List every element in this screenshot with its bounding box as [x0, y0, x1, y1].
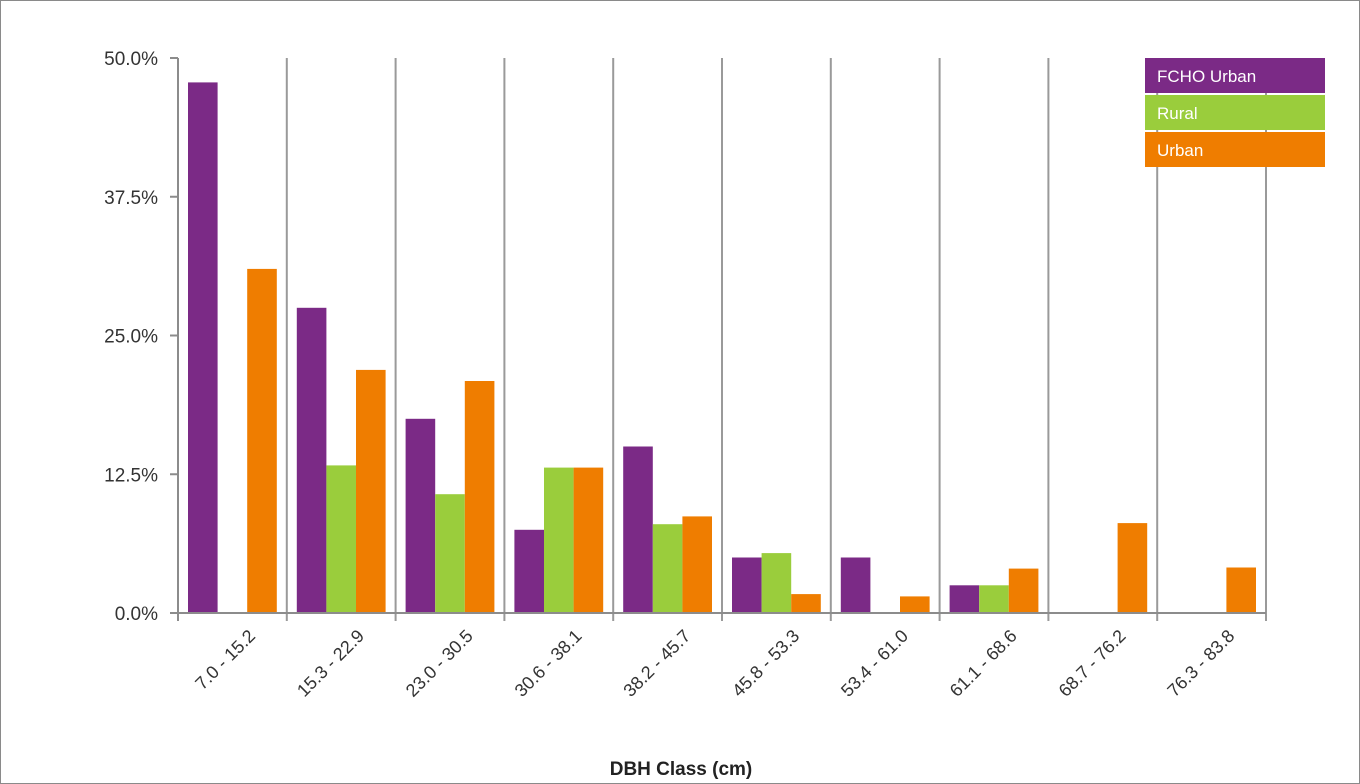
bar-fcho-urban-53-4-61-0	[840, 557, 871, 613]
y-tick-labels: 0.0% 12.5% 25.0% 37.5% 50.0%	[104, 49, 158, 625]
legend-label: Rural	[1157, 104, 1198, 123]
y-tick-label: 0.0%	[115, 604, 158, 625]
bar-fcho-urban-30-6-38-1	[514, 529, 544, 614]
bar-urban-15-3-22-9	[356, 369, 386, 613]
y-tick-label: 37.5%	[104, 188, 158, 209]
x-tick-label: 7.0 - 15.2	[191, 626, 259, 694]
axes	[170, 57, 1266, 621]
y-tick-label: 12.5%	[104, 465, 158, 486]
bar-urban-61-1-68-6	[1008, 568, 1039, 613]
legend-item-rural: Rural	[1145, 95, 1325, 130]
bar-rural-30-6-38-1	[544, 467, 574, 613]
x-tick-label: 38.2 - 45.7	[619, 626, 694, 701]
x-tick-labels: 7.0 - 15.2 15.3 - 22.9 23.0 - 30.5 30.6 - 3…	[191, 626, 1238, 701]
x-tick-label: 61.1 - 68.6	[946, 626, 1021, 701]
y-tick-label: 25.0%	[104, 327, 158, 348]
bar-rural-23-0-30-5	[435, 494, 465, 613]
y-tick-label: 50.0%	[104, 49, 158, 70]
bar-fcho-urban-38-2-45-7	[623, 446, 653, 613]
bar-urban-30-6-38-1	[573, 467, 604, 613]
bar-fcho-urban-45-8-53-3	[732, 557, 762, 613]
legend: FCHO Urban Rural Urban	[1145, 58, 1325, 167]
x-tick-label: 15.3 - 22.9	[293, 626, 368, 701]
bar-rural-38-2-45-7	[652, 524, 683, 613]
legend-item-urban: Urban	[1145, 132, 1325, 167]
bar-rural-61-1-68-6	[979, 585, 1009, 614]
legend-label: FCHO Urban	[1157, 67, 1256, 86]
legend-label: Urban	[1157, 141, 1203, 160]
x-tick-label: 45.8 - 53.3	[728, 626, 803, 701]
bar-rural-15-3-22-9	[326, 465, 356, 613]
legend-swatch	[1145, 58, 1325, 93]
bar-urban-68-7-76-2	[1117, 523, 1148, 613]
bar-urban-7-0-15-2	[247, 268, 277, 613]
x-tick-label: 30.6 - 38.1	[511, 626, 586, 701]
x-tick-label: 23.0 - 30.5	[402, 626, 477, 701]
bar-rural-45-8-53-3	[761, 553, 792, 613]
x-tick-label: 68.7 - 76.2	[1055, 626, 1130, 701]
legend-item-fcho-urban: FCHO Urban	[1145, 58, 1325, 93]
bar-urban-38-2-45-7	[682, 516, 712, 613]
bar-fcho-urban-61-1-68-6	[949, 585, 980, 614]
legend-swatch	[1145, 95, 1325, 130]
x-tick-label: 53.4 - 61.0	[837, 626, 912, 701]
legend-swatch	[1145, 132, 1325, 167]
bar-fcho-urban-23-0-30-5	[405, 418, 436, 614]
bar-fcho-urban-7-0-15-2	[188, 82, 218, 613]
bar-urban-23-0-30-5	[464, 381, 495, 613]
x-tick-label: 76.3 - 83.8	[1163, 626, 1238, 701]
x-axis-title: DBH Class (cm)	[610, 759, 753, 780]
bar-urban-76-3-83-8	[1226, 567, 1256, 613]
bars	[188, 82, 1256, 614]
bar-urban-53-4-61-0	[900, 596, 930, 613]
bar-fcho-urban-15-3-22-9	[296, 307, 327, 614]
bar-urban-45-8-53-3	[791, 594, 821, 613]
vertical-gridlines	[285, 58, 1267, 621]
